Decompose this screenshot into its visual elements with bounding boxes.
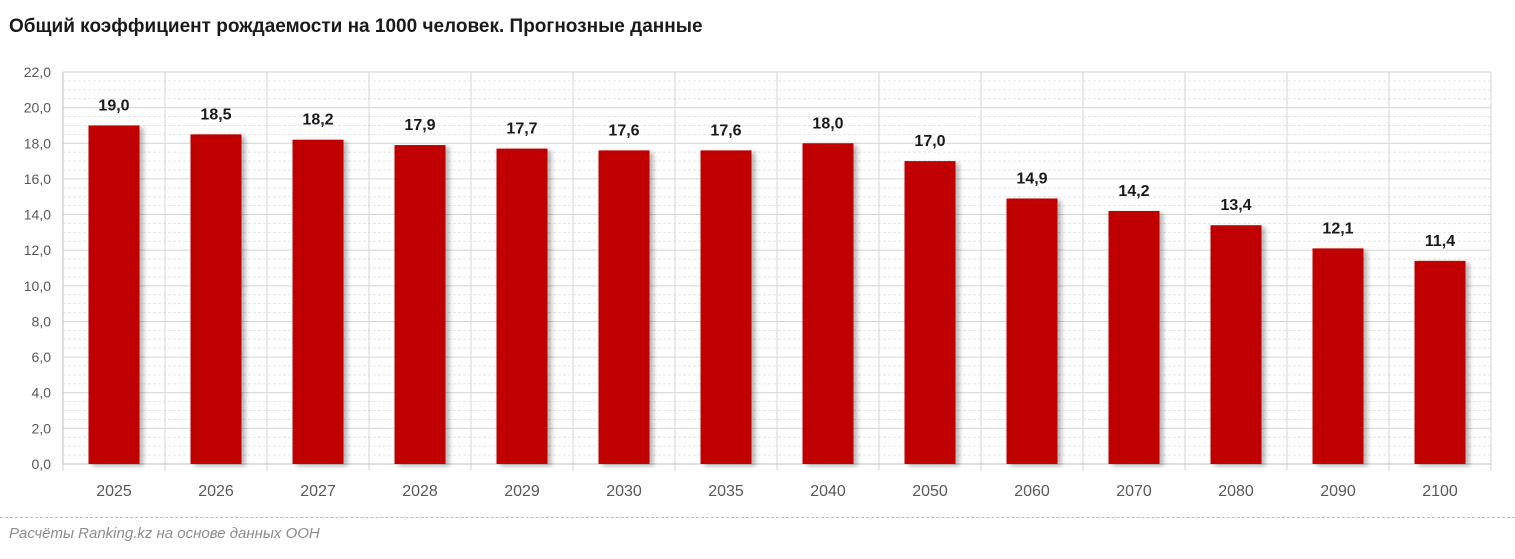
chart-canvas: 0,0 2,0 4,0 6,0 8,0 10,0 12,0 14,0 16,0 18,0 20,0 2…: [24, 64, 1492, 500]
y-tick-label: 12,0: [24, 242, 51, 258]
bar-value-label: 18,2: [302, 112, 333, 129]
y-tick-label: 4,0: [32, 385, 52, 401]
y-tick-label: 14,0: [24, 207, 51, 223]
x-tick-label: 2060: [1014, 483, 1050, 500]
x-tick-label: 2090: [1320, 483, 1356, 500]
bar-value-label: 19,0: [98, 97, 129, 114]
x-tick-label: 2029: [504, 483, 540, 500]
bar-value-label: 18,0: [812, 115, 843, 132]
bar-value-label: 17,7: [506, 121, 537, 138]
x-tick-label: 2035: [708, 483, 744, 500]
x-tick-label: 2080: [1218, 483, 1254, 500]
x-tick-label: 2027: [300, 483, 336, 500]
chart-title: Общий коэффициент рождаемости на 1000 че…: [9, 16, 703, 37]
bar-value-label: 18,5: [200, 106, 231, 123]
gridlines: [62, 71, 1492, 471]
footer-divider: [0, 517, 1515, 518]
bar-value-label: 13,4: [1220, 197, 1251, 214]
bar: [1108, 210, 1160, 464]
bar: [190, 134, 242, 464]
axes: 0,0 2,0 4,0 6,0 8,0 10,0 12,0 14,0 16,0 18,0 20,0 2…: [24, 64, 1491, 500]
x-tick-label: 2040: [810, 483, 846, 500]
bar: [1414, 260, 1466, 464]
y-tick-label: 18,0: [24, 135, 51, 151]
bar-value-label: 14,2: [1118, 183, 1149, 200]
bar: [292, 139, 344, 464]
x-tick-label: 2026: [198, 483, 234, 500]
bar: [1312, 248, 1364, 464]
bar: [700, 150, 752, 464]
y-tick-label: 2,0: [32, 420, 52, 436]
bar: [904, 161, 956, 464]
x-tick-label: 2030: [606, 483, 642, 500]
y-tick-label: 10,0: [24, 278, 51, 294]
bar: [598, 150, 650, 464]
y-tick-label: 0,0: [32, 456, 52, 472]
x-tick-label: 2100: [1422, 483, 1458, 500]
bar-value-label: 17,9: [404, 117, 435, 134]
y-tick-label: 6,0: [32, 349, 52, 365]
bar-value-label: 17,0: [914, 133, 945, 150]
bar-value-label: 17,6: [710, 122, 741, 139]
bar-value-label: 11,4: [1425, 233, 1455, 250]
x-tick-label: 2025: [96, 483, 132, 500]
x-tick-label: 2070: [1116, 483, 1152, 500]
bar: [1210, 225, 1262, 464]
bar: [1006, 198, 1058, 464]
bar-value-label: 17,6: [608, 122, 639, 139]
bar: [394, 145, 446, 464]
bar-value-label: 12,1: [1322, 220, 1353, 237]
x-tick-label: 2050: [912, 483, 948, 500]
y-tick-label: 20,0: [24, 100, 51, 116]
bar-value-label: 14,9: [1016, 171, 1047, 188]
y-tick-label: 22,0: [24, 64, 51, 80]
bar: [496, 148, 548, 465]
bar: [88, 125, 140, 465]
y-tick-label: 16,0: [24, 171, 51, 187]
source-note: Расчёты Ranking.kz на основе данных ООН: [9, 525, 320, 542]
bars: [88, 125, 1466, 465]
data-labels: 19,0 18,5 18,2 17,9 17,7 17,6 17,6 18,0 17,0 14,9…: [98, 97, 1455, 249]
bar: [802, 143, 854, 465]
y-tick-label: 8,0: [32, 313, 52, 329]
x-tick-label: 2028: [402, 483, 438, 500]
bar-chart: 0,0 2,0 4,0 6,0 8,0 10,0 12,0 14,0 16,0 18,0 20,0 2…: [24, 64, 1492, 500]
